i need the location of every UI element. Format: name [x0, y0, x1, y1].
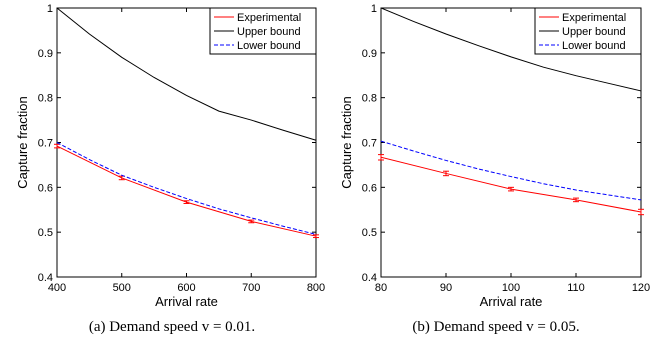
figure-caption: (b) Demand speed v = 0.05. — [412, 319, 579, 335]
legend-label: Upper bound — [562, 26, 626, 38]
error-bar — [508, 186, 514, 192]
error-bar — [248, 219, 255, 224]
y-axis-label: Capture fraction — [339, 96, 354, 189]
legend-label: Upper bound — [237, 26, 301, 38]
series-line-experimental — [56, 145, 317, 237]
y-tick-label: 0.6 — [362, 182, 377, 194]
error-bar — [573, 197, 579, 203]
x-tick-label: 400 — [48, 282, 66, 294]
y-tick-label: 0.5 — [38, 227, 53, 239]
x-tick-label: 90 — [440, 282, 452, 294]
chart-panel-b: 0.4 0.5 0.6 0.7 0.8 0.9 1 80 90 100 110 120 Arrival … — [339, 3, 650, 335]
y-tick-label: 0.9 — [362, 48, 377, 60]
legend-label: Lower bound — [237, 40, 301, 52]
x-tick-label: 800 — [307, 282, 325, 294]
error-bar — [638, 208, 644, 216]
series-line-lower-bound — [380, 140, 642, 201]
y-tick-label: 1 — [371, 3, 377, 15]
series-line-lower-bound — [56, 142, 317, 235]
legend-label: Experimental — [562, 12, 626, 24]
chart-panel-a: 0.4 0.5 0.6 0.7 0.8 0.9 1 400 500 600 700 800 Arriva… — [15, 3, 325, 335]
series-line-upper-bound — [56, 7, 317, 141]
y-tick-label: 0.4 — [38, 272, 53, 284]
series-line-upper-bound — [380, 7, 642, 92]
y-axis-label: Capture fraction — [15, 96, 30, 189]
figure-caption: (a) Demand speed v = 0.01. — [89, 319, 255, 335]
error-bar — [183, 200, 190, 204]
y-tick-label: 0.8 — [38, 93, 53, 105]
legend: Experimental Upper bound Lower bound — [209, 7, 317, 55]
y-tick-label: 0.5 — [362, 227, 377, 239]
x-tick-label: 80 — [375, 282, 387, 294]
x-axis-label: Arrival rate — [155, 294, 218, 309]
error-bar — [443, 170, 449, 177]
y-tick-label: 0.8 — [362, 93, 377, 105]
error-bar — [54, 143, 60, 149]
x-tick-label: 600 — [177, 282, 195, 294]
y-tick-label: 0.4 — [362, 272, 377, 284]
y-tick-label: 0.6 — [38, 182, 53, 194]
legend-label: Experimental — [237, 12, 301, 24]
error-bar — [313, 234, 319, 239]
x-tick-label: 110 — [567, 282, 585, 294]
error-bar — [378, 154, 384, 161]
legend-label: Lower bound — [562, 40, 626, 52]
x-tick-label: 700 — [242, 282, 260, 294]
series-line-experimental — [380, 156, 642, 213]
y-tick-label: 0.7 — [38, 138, 53, 150]
x-tick-label: 120 — [632, 282, 650, 294]
y-tick-label: 0.7 — [362, 138, 377, 150]
x-axis-label: Arrival rate — [480, 294, 543, 309]
y-tick-label: 0.9 — [38, 48, 53, 60]
y-tick-label: 1 — [47, 3, 53, 15]
x-tick-label: 100 — [502, 282, 520, 294]
legend: Experimental Upper bound Lower bound — [534, 7, 642, 55]
x-tick-label: 500 — [113, 282, 131, 294]
